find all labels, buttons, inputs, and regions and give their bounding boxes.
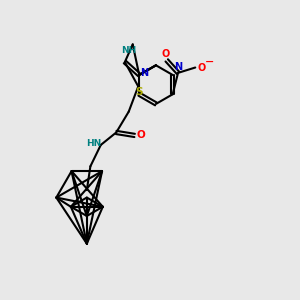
- Text: O: O: [137, 130, 146, 140]
- Text: HN: HN: [86, 139, 101, 148]
- Text: O: O: [197, 62, 205, 73]
- Text: N: N: [174, 62, 182, 72]
- Text: −: −: [205, 57, 214, 67]
- Text: N: N: [140, 68, 148, 79]
- Text: S: S: [136, 87, 143, 97]
- Text: O: O: [162, 50, 170, 59]
- Text: NH: NH: [122, 46, 137, 56]
